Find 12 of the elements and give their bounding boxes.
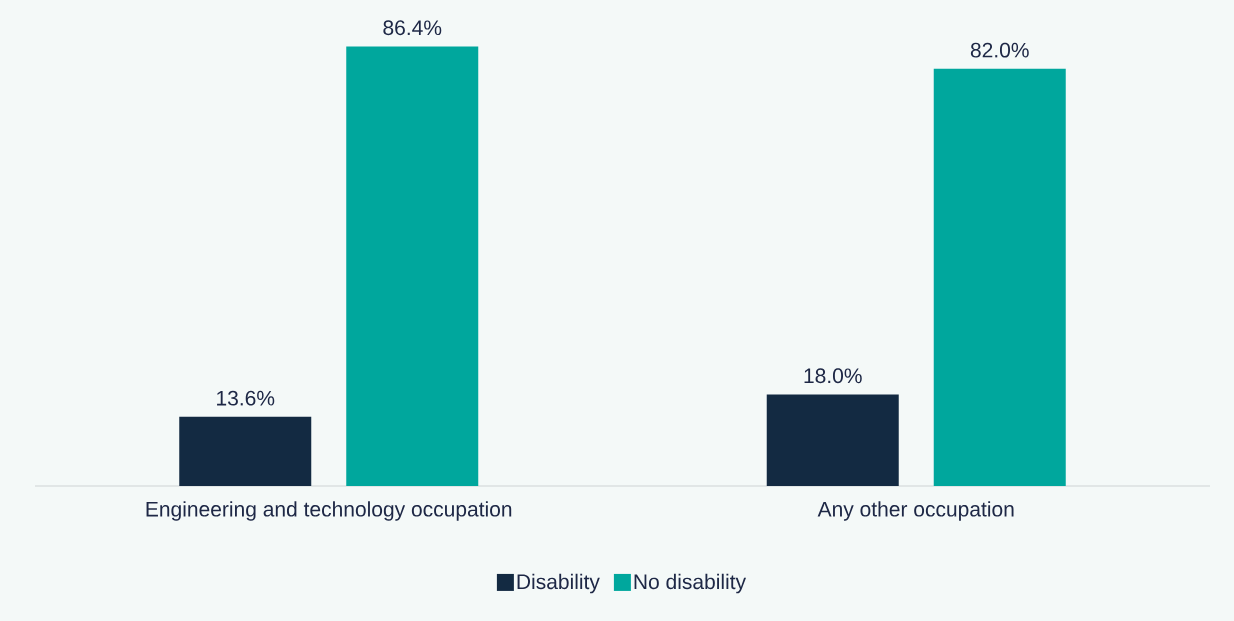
data-label: 18.0% <box>804 368 862 384</box>
legend-label: Disability <box>517 573 600 594</box>
data-label: 86.4% <box>383 20 442 36</box>
x-tick-label: Any other occupation <box>817 501 1014 521</box>
legend-label: No disability <box>634 573 747 594</box>
x-tick-label: Engineering and technology occupation <box>146 501 512 521</box>
data-label: 13.6% <box>217 390 275 406</box>
bar <box>346 46 479 486</box>
bar <box>179 416 312 486</box>
data-label: 82.0% <box>970 42 1029 58</box>
bar <box>766 394 899 486</box>
bar <box>933 68 1066 486</box>
